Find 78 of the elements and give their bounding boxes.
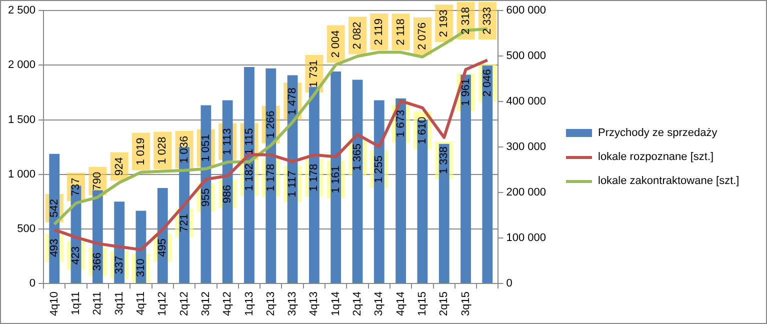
x-tick-label: 4q11: [134, 292, 147, 316]
data-label: 1 117: [286, 170, 299, 198]
y2-tick-label: 200 000: [506, 186, 546, 199]
data-label: 955: [200, 188, 212, 207]
x-tick-label: 4q13: [308, 292, 320, 316]
data-label: 1 178: [308, 164, 320, 192]
data-label: 542: [48, 199, 60, 218]
data-label: 2 119: [373, 18, 386, 46]
data-label: 1 113: [222, 128, 234, 156]
data-label: 423: [70, 246, 82, 265]
x-tick-label: 1q13: [243, 292, 256, 316]
data-label: 366: [92, 252, 104, 271]
data-label: 1 961: [460, 78, 472, 106]
x-tick-label: 1q15: [416, 292, 428, 316]
x-tick-label: 2q11: [92, 292, 104, 316]
y-tick-label: 500: [17, 222, 36, 235]
data-label: 986: [222, 184, 234, 204]
y2-tick-label: 400 000: [506, 96, 546, 108]
y2-tick-label: 100 000: [506, 232, 546, 244]
data-label: 1 365: [352, 144, 364, 172]
legend-label: lokale rozpoznane [szt.]: [598, 151, 714, 163]
data-label: 1 115: [243, 128, 256, 155]
data-label: 495: [156, 238, 169, 257]
data-label: 337: [113, 256, 126, 274]
x-tick-label: 1q14: [330, 292, 342, 316]
data-label: 2 333: [481, 7, 494, 35]
data-label: 1 036: [178, 136, 190, 164]
data-label: 2 193: [438, 10, 450, 38]
data-label: 737: [70, 178, 82, 196]
x-tick-label: 3q15: [460, 292, 472, 316]
x-tick-label: 2q15: [438, 292, 450, 316]
data-label: 2 082: [352, 22, 364, 50]
data-label: 1 028: [156, 136, 169, 164]
x-tick-label: 2q14: [352, 292, 364, 316]
data-label: 1 673: [394, 110, 407, 138]
x-tick-label: 4q14: [394, 292, 407, 316]
y2-tick-label: 300 000: [506, 141, 546, 154]
data-label: 310: [134, 258, 147, 278]
data-label: 1 266: [264, 110, 277, 138]
x-tick-label: 3q14: [373, 292, 386, 316]
data-label: 790: [92, 172, 104, 190]
x-tick-label: 3q11: [113, 292, 126, 316]
y-tick-label: 2 000: [8, 59, 36, 72]
data-label: 1 161: [330, 166, 342, 194]
x-tick-label: 3q13: [286, 292, 299, 316]
data-label: 1 731: [308, 60, 320, 88]
x-tick-label: 4q10: [48, 292, 60, 316]
data-label: 1 610: [416, 116, 428, 144]
data-label: 1 051: [200, 134, 212, 162]
data-label: 2 046: [481, 69, 494, 97]
data-label: 1 019: [134, 138, 147, 166]
data-label: 721: [178, 214, 190, 232]
x-tick-label: 3q12: [200, 292, 212, 316]
y2-tick-label: 500 000: [506, 50, 546, 62]
x-tick-label: 2q13: [264, 292, 277, 316]
data-label: 1 338: [438, 146, 450, 174]
x-tick-label: 1q11: [70, 292, 82, 316]
data-label: 2 076: [416, 22, 428, 50]
data-label: 2 004: [330, 30, 342, 58]
data-label: 924: [113, 157, 126, 176]
y-tick-label: 2 500: [8, 4, 36, 17]
y-tick-label: 1 000: [8, 168, 36, 180]
y2-tick-label: 600 000: [506, 4, 546, 17]
data-label: 1 182: [243, 163, 256, 192]
data-label: 1 178: [264, 164, 277, 192]
data-label: 1 255: [373, 156, 386, 184]
legend-label: Przychody ze sprzedaży: [598, 127, 718, 139]
y-tick-label: 1 500: [8, 114, 36, 126]
x-tick-label: 2q12: [178, 292, 190, 316]
y2-tick-label: 0: [506, 278, 512, 290]
x-tick-label: 1q12: [156, 292, 169, 316]
data-label: 1 478: [286, 88, 299, 116]
legend-label: lokale zakontraktowane [szt.]: [598, 175, 740, 187]
data-label: 2 318: [460, 7, 472, 35]
y-tick-label: 0: [29, 278, 36, 290]
x-tick-label: 4q12: [222, 292, 234, 316]
data-label: 2 118: [394, 18, 407, 46]
data-label: 493: [48, 238, 60, 258]
